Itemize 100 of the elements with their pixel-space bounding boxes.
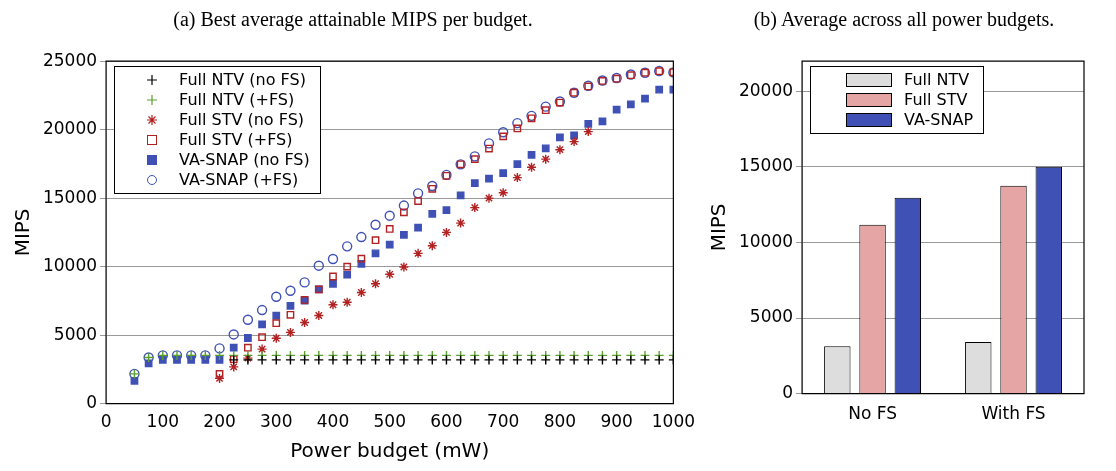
point — [527, 151, 536, 159]
point — [456, 191, 465, 200]
point — [327, 299, 339, 310]
point — [329, 272, 337, 281]
point — [469, 354, 481, 366]
point — [258, 320, 266, 329]
point — [469, 151, 481, 162]
point — [299, 317, 310, 328]
point — [271, 354, 282, 366]
point — [285, 285, 296, 296]
point — [597, 354, 608, 366]
point — [512, 354, 523, 366]
y-tick-label: 0 — [782, 382, 794, 403]
point — [442, 206, 451, 214]
point — [398, 354, 410, 366]
point — [285, 327, 296, 338]
point — [568, 354, 580, 366]
y-tick-label: 25000 — [42, 49, 98, 70]
point — [414, 223, 422, 232]
point — [341, 354, 353, 366]
point — [286, 301, 295, 310]
point — [655, 85, 664, 94]
point — [271, 333, 282, 344]
x-tick-label: 100 — [146, 411, 180, 432]
point — [441, 354, 452, 366]
y-tick-label: 20000 — [738, 79, 794, 100]
y-tick-label: 5000 — [749, 306, 794, 327]
point — [513, 124, 522, 133]
point — [499, 132, 508, 141]
point — [343, 270, 352, 279]
point — [428, 184, 437, 193]
point — [428, 210, 437, 218]
point — [554, 144, 566, 155]
point — [299, 277, 310, 288]
point — [541, 106, 550, 115]
point — [469, 202, 481, 213]
point — [639, 354, 651, 366]
point — [215, 370, 224, 378]
point — [526, 354, 537, 366]
point — [412, 188, 424, 199]
point — [483, 192, 495, 204]
point — [470, 155, 479, 164]
y-axis-title: MIPS — [706, 203, 731, 252]
point — [327, 253, 339, 265]
point — [313, 310, 325, 321]
point — [653, 354, 665, 366]
point — [626, 100, 635, 109]
point — [568, 136, 580, 147]
point — [356, 354, 367, 366]
x-tick-label: With FS — [981, 403, 1046, 424]
point — [427, 240, 438, 251]
point — [370, 219, 381, 230]
point — [483, 138, 495, 149]
point — [370, 354, 381, 366]
point — [385, 225, 394, 233]
point — [329, 279, 337, 288]
point — [611, 354, 622, 366]
point — [384, 269, 395, 280]
x-tick-label: No FS — [848, 403, 897, 424]
x-tick-label: 500 — [373, 411, 406, 432]
point — [583, 126, 594, 137]
legend-label: Full NTV (no FS) — [179, 70, 306, 91]
point — [414, 197, 422, 205]
point — [313, 260, 325, 271]
x-tick-label: 200 — [203, 411, 236, 432]
y-tick-label: 10000 — [738, 230, 794, 251]
y-tick-label: 5000 — [53, 323, 98, 344]
point — [356, 287, 367, 298]
point — [398, 261, 410, 273]
point — [554, 354, 566, 366]
point — [612, 105, 621, 114]
point — [385, 240, 394, 249]
point — [242, 314, 254, 325]
legend-label: Full NTV (+FS) — [179, 90, 295, 111]
point — [526, 110, 537, 122]
legend-label: VA-SNAP (no FS) — [179, 150, 310, 171]
point — [485, 174, 493, 183]
point — [512, 117, 523, 129]
point — [556, 133, 564, 142]
point — [441, 227, 452, 238]
point — [370, 278, 381, 289]
point — [272, 319, 281, 328]
legend-label: Full STV (no FS) — [179, 110, 305, 131]
y-tick-label: 10000 — [42, 255, 98, 276]
point — [384, 210, 395, 221]
point — [398, 200, 410, 211]
point — [384, 354, 395, 366]
point — [228, 329, 239, 340]
point — [144, 359, 153, 368]
point — [244, 343, 252, 352]
legend-label: Full NTV — [904, 70, 970, 91]
point — [412, 354, 424, 366]
x-axis-title: Power budget (mW) — [290, 438, 490, 463]
point — [400, 230, 408, 239]
point — [215, 356, 224, 364]
point — [583, 354, 594, 366]
point — [313, 354, 325, 366]
legend-label: Full STV (+FS) — [179, 130, 293, 151]
point — [258, 333, 266, 342]
point — [527, 114, 536, 123]
